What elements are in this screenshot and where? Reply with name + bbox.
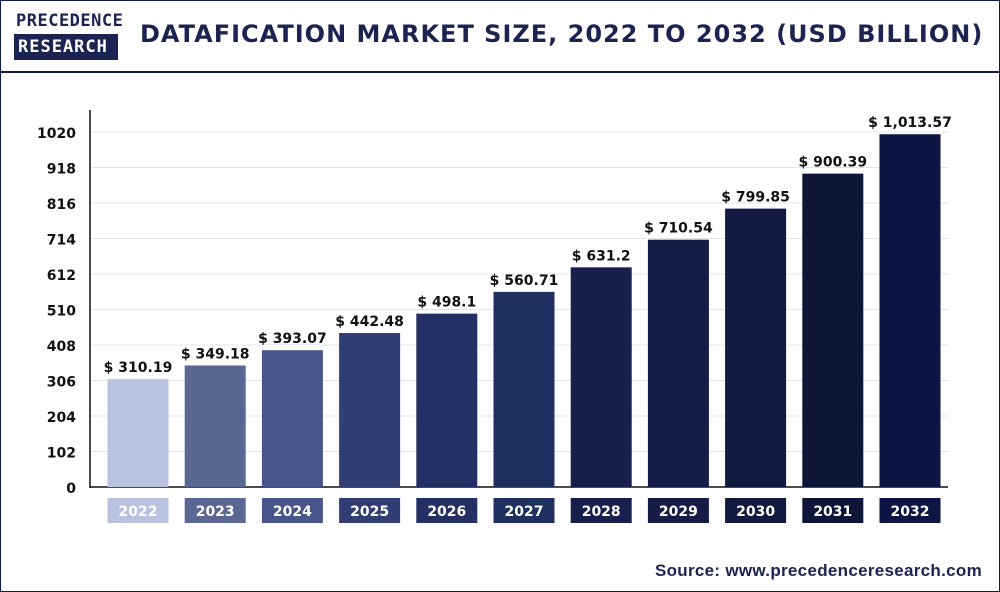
x-label-box	[879, 498, 941, 523]
bar-2030	[725, 208, 787, 487]
data-label: $ 498.1	[417, 295, 476, 311]
x-label-box	[416, 498, 478, 523]
x-tick-label: 2027	[505, 504, 544, 520]
y-tick-label: 816	[47, 197, 76, 213]
x-label-box	[261, 498, 323, 523]
bar-2027	[493, 291, 555, 487]
y-tick-label: 0	[66, 481, 76, 497]
data-label: $ 442.48	[335, 314, 404, 330]
y-tick-label: 612	[47, 268, 76, 284]
bar-2026	[416, 313, 478, 487]
x-tick-label: 2025	[350, 504, 389, 520]
y-tick-label: 306	[47, 375, 76, 391]
y-tick-label: 204	[47, 410, 76, 426]
x-tick-label: 2026	[427, 504, 466, 520]
data-label: $ 631.2	[572, 248, 631, 264]
chart-title: DATAFICATION MARKET SIZE, 2022 TO 2032 (…	[140, 20, 984, 48]
y-tick-label: 1020	[37, 126, 76, 142]
bar-2031	[802, 173, 864, 487]
source-credit: Source: www.precedenceresearch.com	[654, 561, 982, 580]
y-tick-label: 510	[47, 304, 76, 320]
y-tick-label: 408	[47, 339, 76, 355]
x-label-box	[339, 498, 401, 523]
logo-line-1: PRECEDENCE	[16, 11, 124, 31]
logo-line-2: RESEARCH	[14, 34, 118, 60]
data-label: $ 900.39	[798, 155, 867, 171]
x-label-box	[725, 498, 787, 523]
x-label-box	[493, 498, 555, 523]
x-label-box	[107, 498, 169, 523]
bar-2022	[107, 379, 169, 487]
data-label: $ 799.85	[721, 190, 790, 206]
data-label: $ 710.54	[644, 221, 713, 237]
x-tick-label: 2024	[273, 504, 312, 520]
x-tick-label: 2030	[736, 504, 775, 520]
x-tick-label: 2022	[119, 504, 158, 520]
brand-logo: PRECEDENCE RESEARCH	[14, 9, 124, 61]
bar-2023	[184, 365, 246, 487]
bar-chart: 0 102 204 306 408 510 612 714 816 918 1020 $ 310.19…	[37, 110, 952, 523]
y-tick-label: 918	[47, 162, 76, 178]
data-label: $ 1,013.57	[868, 115, 952, 131]
bar-2024	[261, 350, 323, 487]
x-tick-label: 2028	[582, 504, 621, 520]
bar-2025	[339, 332, 401, 487]
x-tick-label: 2023	[196, 504, 235, 520]
x-label-box	[570, 498, 632, 523]
y-tick-label: 714	[47, 233, 76, 249]
data-label: $ 349.18	[181, 346, 250, 362]
x-tick-label: 2031	[813, 504, 852, 520]
header: PRECEDENCE RESEARCH DATAFICATION MARKET …	[0, 0, 1000, 73]
x-label-box	[184, 498, 246, 523]
x-label-box	[647, 498, 709, 523]
y-tick-label: 102	[47, 446, 76, 462]
x-tick-label: 2029	[659, 504, 698, 520]
x-tick-label: 2032	[891, 504, 930, 520]
bar-2028	[570, 267, 632, 487]
data-label: $ 310.19	[104, 360, 173, 376]
data-label: $ 393.07	[258, 331, 327, 347]
data-label: $ 560.71	[490, 273, 559, 289]
bar-2029	[647, 239, 709, 487]
bar-2032	[879, 134, 941, 487]
x-label-box	[802, 498, 864, 523]
